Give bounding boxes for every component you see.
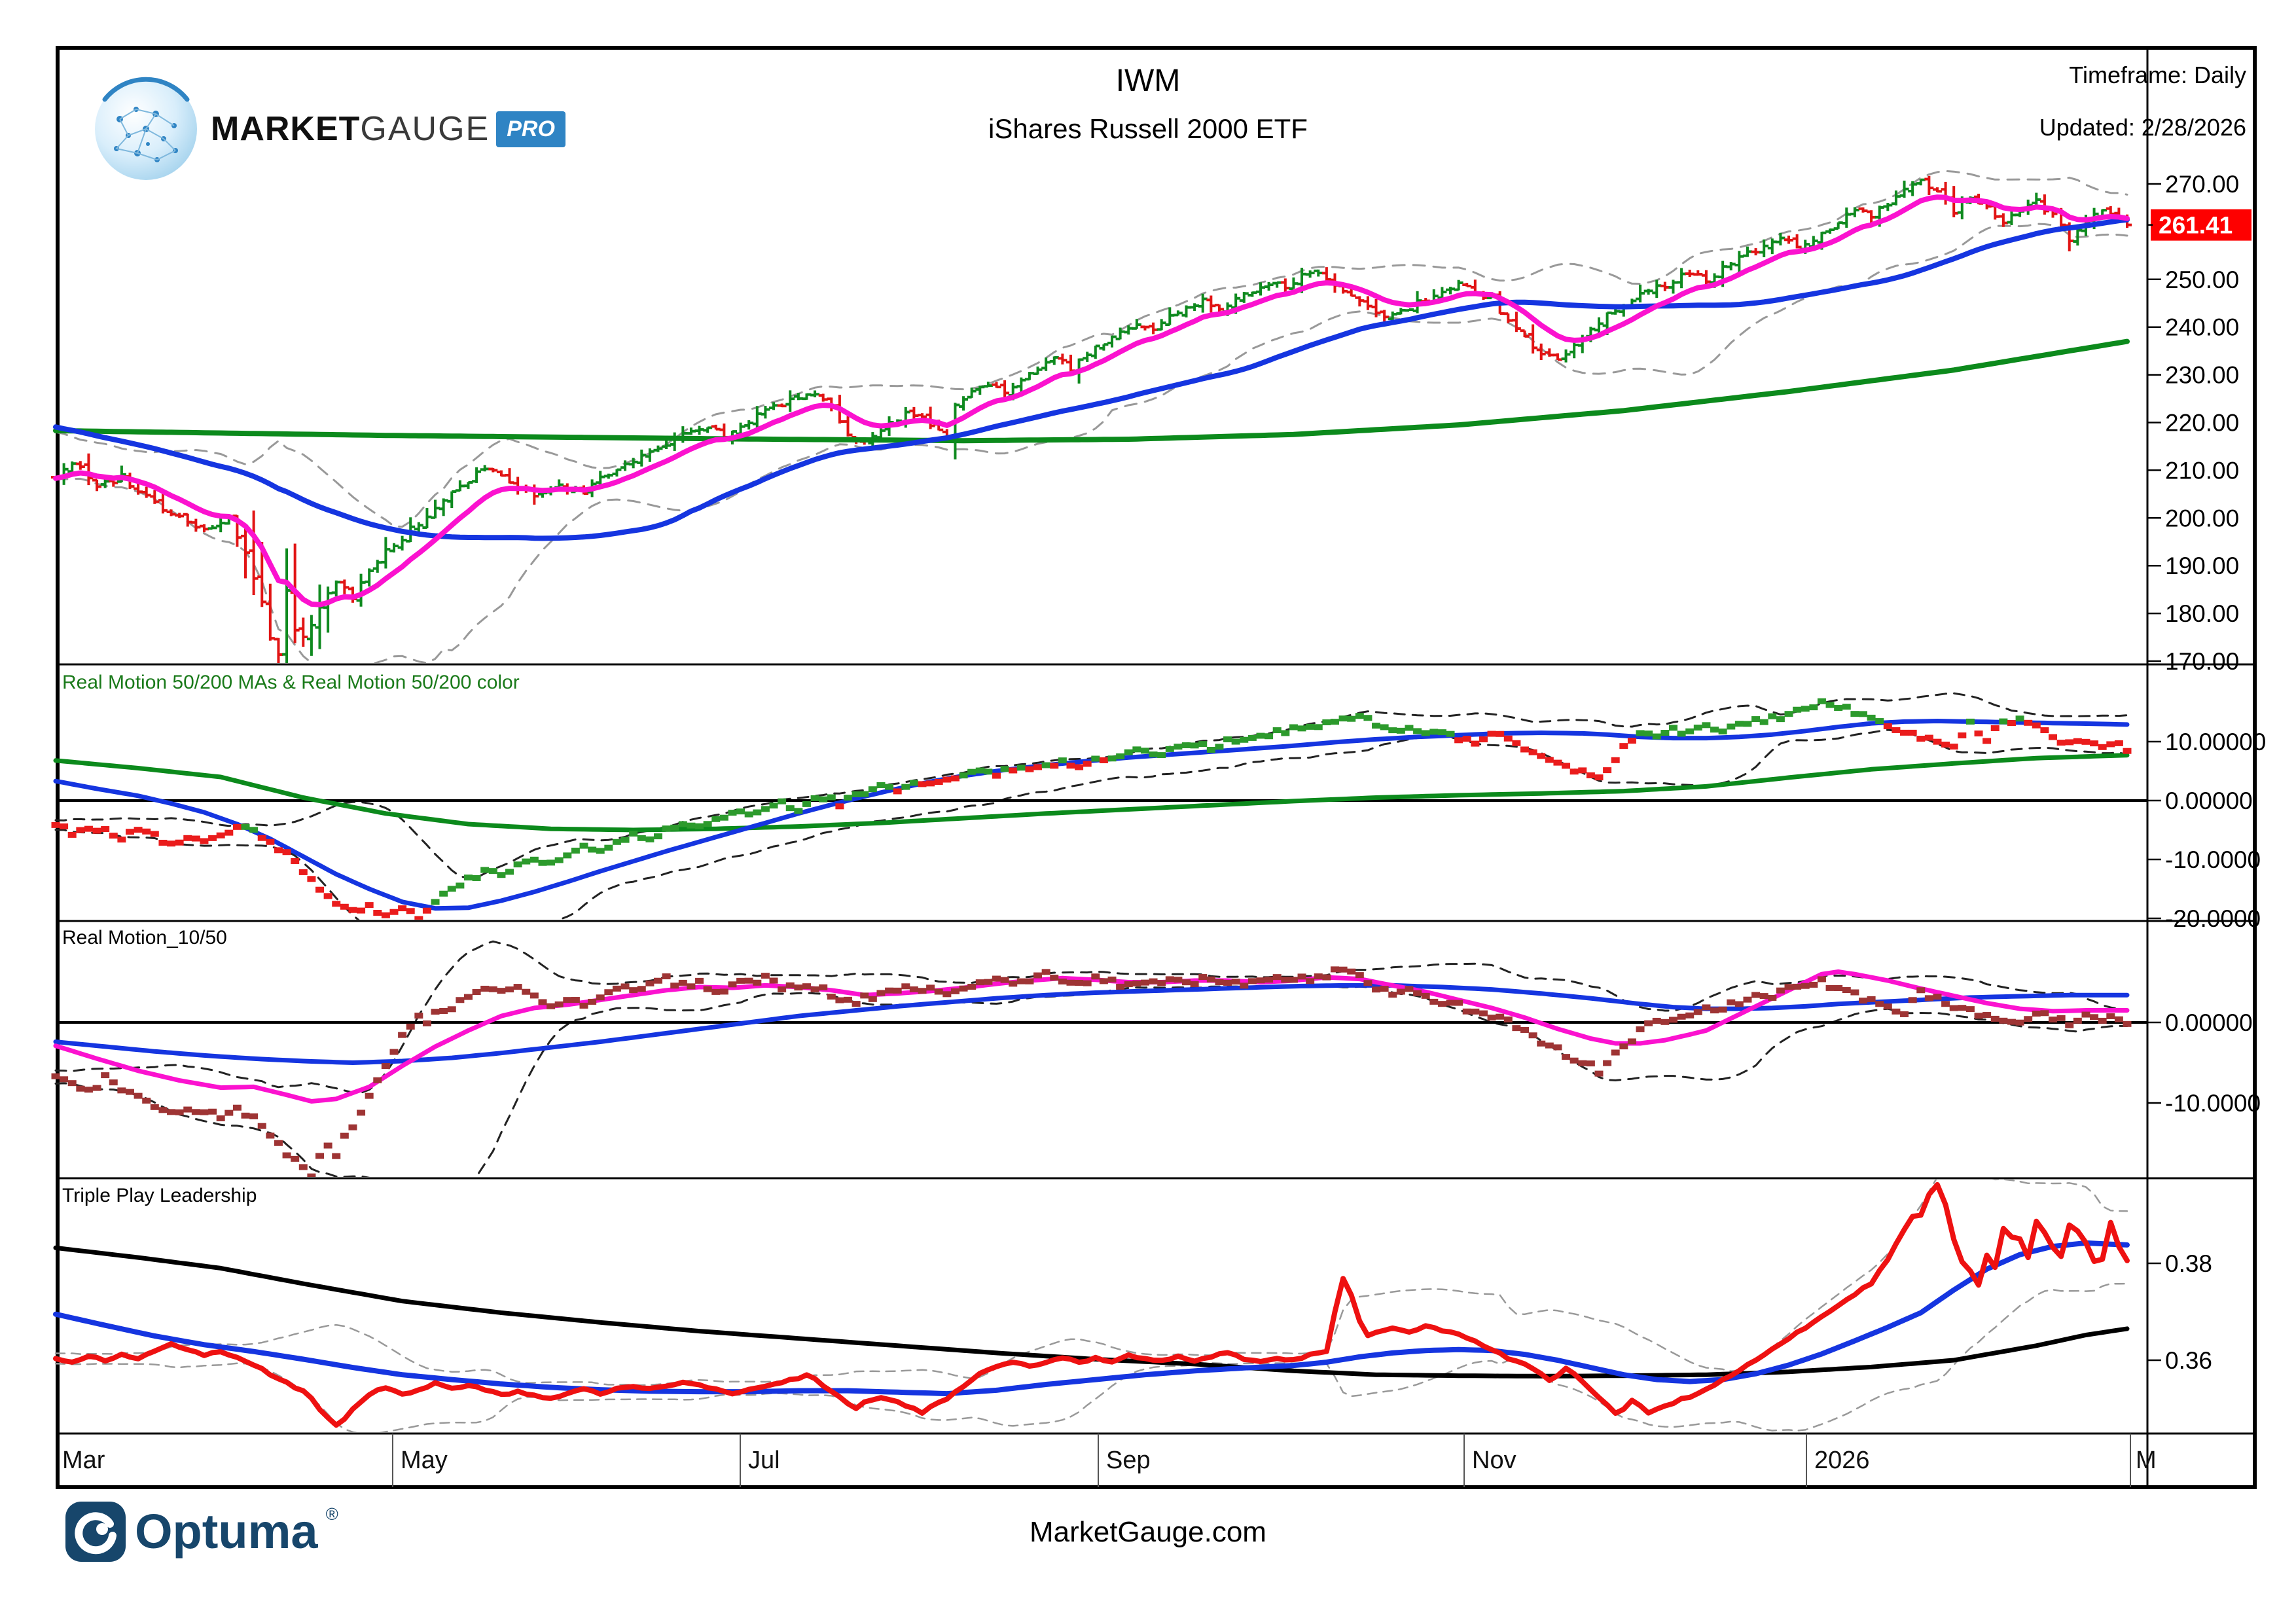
month-label: Jul: [748, 1447, 780, 1474]
title-block: IWM iShares Russell 2000 ETF: [0, 63, 2296, 145]
axis-tick-label: -20.0000: [2165, 905, 2261, 932]
month-axis: Mar May Jul Sep Nov 2026 M: [62, 1434, 2157, 1487]
panel-price: [51, 170, 2132, 663]
axis-tick-label: 0.00000: [2165, 787, 2253, 814]
marketgauge-logo: MARKET GAUGE PRO: [90, 73, 565, 185]
month-label: Nov: [1472, 1447, 1516, 1474]
logo-market-text: MARKET: [211, 110, 361, 148]
axis-tick-label: 240.00: [2165, 314, 2239, 341]
axis-tick-label: 210.00: [2165, 457, 2239, 484]
last-price-text: 261.41: [2159, 212, 2233, 239]
axis-tick-label: 0.38: [2165, 1250, 2212, 1277]
optuma-wordmark: Optuma: [135, 1504, 318, 1559]
last-price-badge: [2151, 209, 2251, 241]
rm50200-dots: [51, 698, 2132, 920]
panel-rm50200: [51, 692, 2147, 920]
axis-tick-label: 190.00: [2165, 552, 2239, 579]
logo-gauge-text: GAUGE: [360, 110, 490, 148]
instrument-name: iShares Russell 2000 ETF: [988, 113, 1308, 144]
updated-label: Updated: 2/28/2026: [2039, 114, 2246, 141]
axis-tick-label: 170.00: [2165, 648, 2239, 675]
logo-pro-badge: PRO: [496, 111, 565, 147]
axis-tick-label: 220.00: [2165, 410, 2239, 437]
month-label: 2026: [1814, 1447, 1870, 1474]
symbol-title: IWM: [1115, 63, 1181, 98]
axis-tick-label: 0.00000: [2165, 1009, 2253, 1036]
globe-icon: [95, 77, 197, 180]
panel-rm1050: [51, 940, 2147, 1177]
panel4-label: Triple Play Leadership: [62, 1185, 257, 1206]
axis-tick-label: 270.00: [2165, 171, 2239, 198]
month-label: M: [2136, 1447, 2157, 1474]
axis-tick-label: 200.00: [2165, 505, 2239, 532]
month-label: Mar: [62, 1447, 105, 1474]
axis-tick-label: 180.00: [2165, 600, 2239, 627]
panel3-label: Real Motion_10/50: [62, 927, 227, 948]
axis-tick-label: 250.00: [2165, 266, 2239, 293]
frame-lines: [56, 46, 2257, 1489]
rm1050-dots: [51, 966, 2132, 1177]
right-axis: 270.00 250.00 240.00 230.00 220.00 210.00 200.…: [2147, 171, 2266, 1374]
axis-tick-label: 0.36: [2165, 1347, 2212, 1374]
axis-tick-label: 230.00: [2165, 362, 2239, 389]
header-meta: Timeframe: Daily Updated: 2/28/2026: [2039, 62, 2246, 141]
registered-mark: ®: [325, 1504, 338, 1524]
axis-tick-label: -10.0000: [2165, 1090, 2261, 1117]
timeframe-label: Timeframe: Daily: [2069, 62, 2246, 88]
panel2-label: Real Motion 50/200 MAs & Real Motion 50/…: [62, 672, 520, 693]
optuma-icon: [65, 1502, 126, 1562]
panel-tpl: [53, 1180, 2130, 1432]
optuma-logo: Optuma ®: [64, 1500, 338, 1563]
site-link-text: MarketGauge.com: [1030, 1516, 1266, 1548]
month-label: Sep: [1106, 1447, 1151, 1474]
axis-tick-label: 10.00000: [2165, 729, 2266, 755]
axis-tick-label: -10.0000: [2165, 846, 2261, 873]
month-label: May: [401, 1447, 448, 1474]
